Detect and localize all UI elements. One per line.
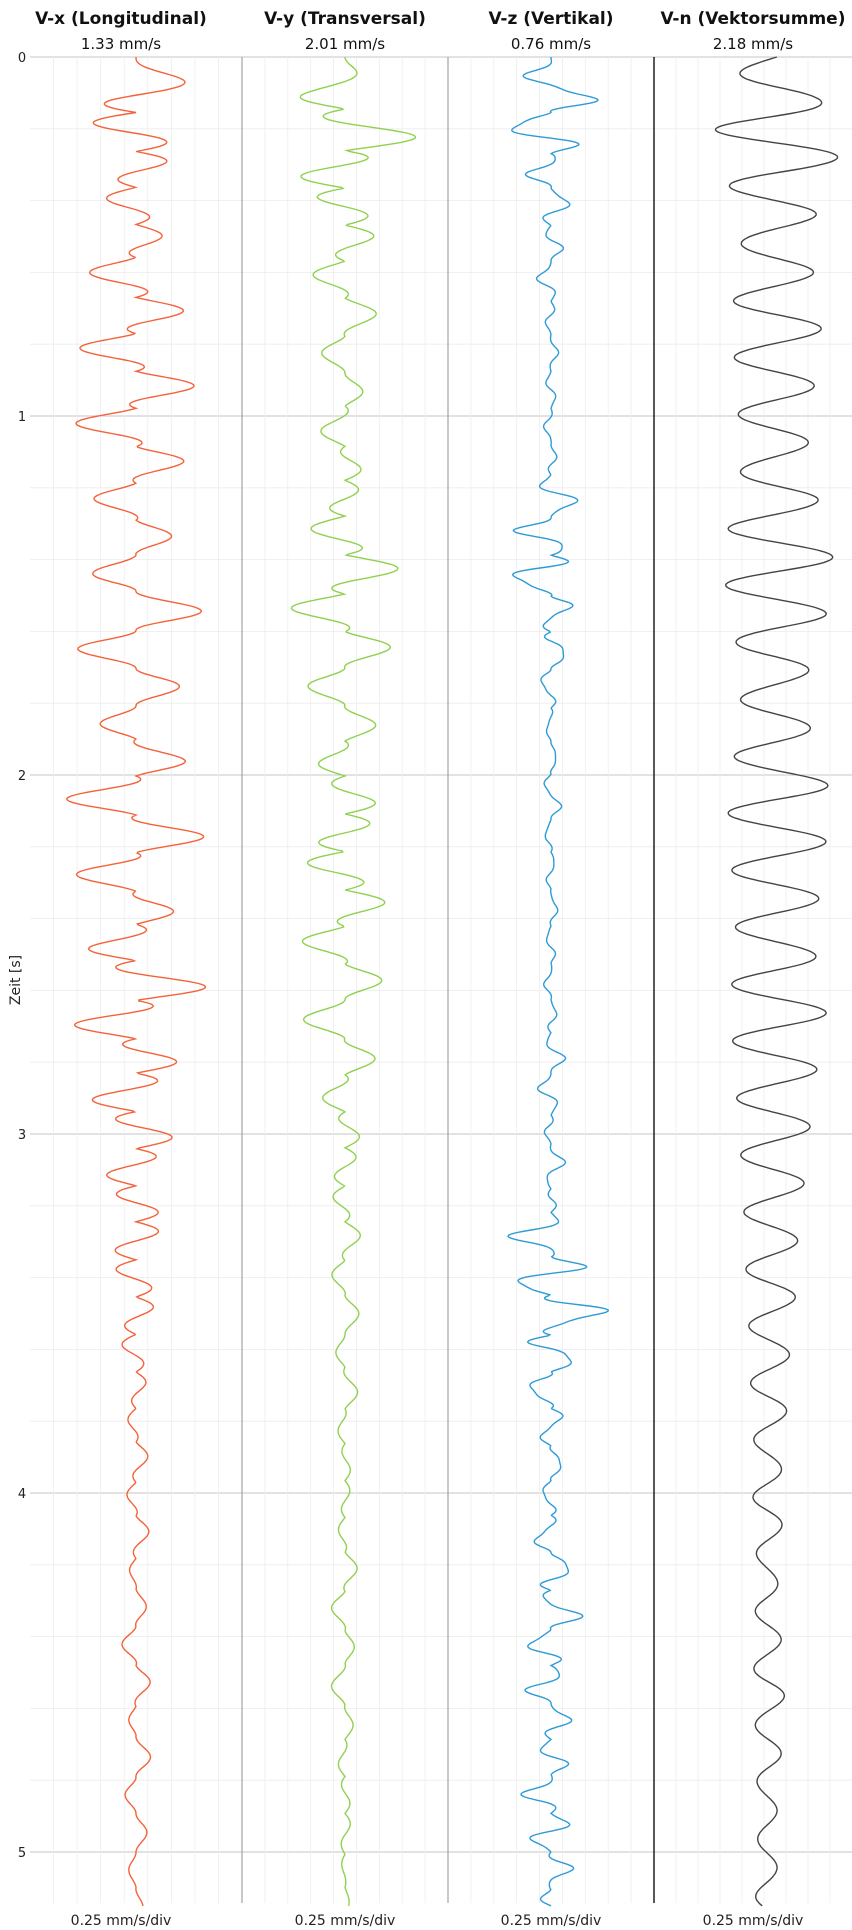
- panel-peak-value: 2.01 mm/s: [305, 35, 385, 53]
- panel-title: V-z (Vertikal): [488, 9, 613, 29]
- series-line-1: [66, 57, 207, 1907]
- panel-peak-value: 2.18 mm/s: [713, 35, 793, 53]
- panel-title: V-n (Vektorsumme): [661, 9, 846, 29]
- series-line-2: [290, 56, 417, 1907]
- y-tick-label: 3: [18, 1128, 26, 1143]
- panel-title: V-y (Transversal): [264, 9, 426, 29]
- y-tick-label: 4: [18, 1487, 26, 1502]
- y-tick-label: 0: [18, 51, 26, 66]
- panel-peak-value: 1.33 mm/s: [81, 35, 161, 53]
- panel-labels: V-x (Longitudinal) 1.33 mm/s 0.25 mm/s/div…: [35, 9, 845, 1929]
- panel-scale-label: 0.25 mm/s/div: [501, 1913, 602, 1929]
- series-line-4: [714, 56, 839, 1907]
- y-tick-label: 5: [18, 1846, 26, 1861]
- grid-lines: [30, 56, 852, 1903]
- panel-scale-label: 0.25 mm/s/div: [703, 1913, 804, 1929]
- panel-title: V-x (Longitudinal): [35, 9, 207, 29]
- panel-peak-value: 0.76 mm/s: [511, 35, 591, 53]
- y-tick-label: 1: [18, 410, 26, 425]
- time-axis: 0 1 2 3 4 5 Zeit [s]: [8, 51, 26, 1861]
- panel-scale-label: 0.25 mm/s/div: [71, 1913, 172, 1929]
- panel-scale-label: 0.25 mm/s/div: [295, 1913, 396, 1929]
- y-tick-label: 2: [18, 769, 26, 784]
- series-line-3: [507, 57, 610, 1907]
- panel-separators: [241, 57, 655, 1903]
- series-traces: [66, 56, 839, 1907]
- y-axis-label: Zeit [s]: [8, 955, 24, 1005]
